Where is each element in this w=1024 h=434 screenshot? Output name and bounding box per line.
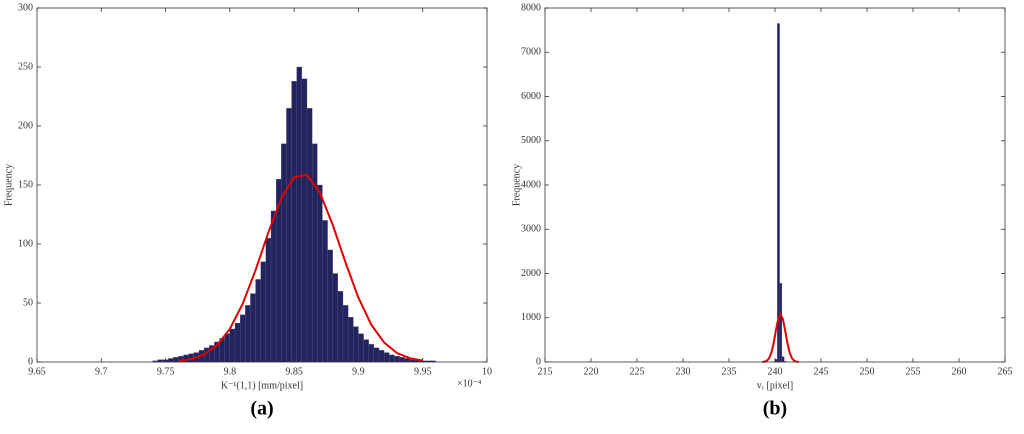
- panel-label: (b): [763, 398, 787, 420]
- x-tick-label: 235: [722, 366, 737, 377]
- bar: [363, 339, 369, 363]
- bar: [173, 357, 179, 363]
- x-tick-label: 245: [814, 366, 829, 377]
- bar: [342, 305, 349, 363]
- bar: [383, 352, 390, 363]
- bar: [327, 249, 333, 363]
- bar: [358, 333, 364, 363]
- y-tick-label: 200: [18, 120, 33, 131]
- y-tick-label: 300: [18, 2, 33, 13]
- bar: [301, 78, 308, 363]
- x-tick-label: 10: [482, 366, 492, 377]
- bar: [260, 261, 267, 363]
- bar: [281, 143, 287, 363]
- plot-area: [545, 8, 1005, 362]
- y-tick-label: 5000: [521, 135, 541, 146]
- bar: [255, 279, 261, 363]
- x-tick-label: 225: [630, 366, 645, 377]
- bar: [368, 344, 375, 363]
- x-tick-label: 230: [676, 366, 691, 377]
- bar: [224, 333, 231, 363]
- bar: [245, 305, 251, 363]
- bar: [779, 283, 783, 363]
- bar: [229, 328, 236, 363]
- bar: [394, 355, 400, 363]
- x-tick-label: 9.8: [224, 366, 237, 377]
- bar: [311, 143, 318, 363]
- y-axis-label: Frequency: [3, 164, 14, 206]
- fit-curve: [178, 173, 423, 362]
- bar: [353, 326, 359, 363]
- bar: [306, 108, 313, 363]
- y-tick-label: 1000: [521, 312, 541, 323]
- fit-curve: [762, 311, 800, 363]
- bar: [332, 273, 339, 363]
- bar: [265, 237, 272, 363]
- bar: [286, 108, 292, 363]
- bar: [337, 291, 344, 363]
- x-tick-label: 255: [906, 366, 921, 377]
- x-tick-label: 260: [952, 366, 967, 377]
- bar: [777, 23, 780, 363]
- bar: [167, 358, 174, 363]
- x-tick-label: 9.85: [285, 366, 303, 377]
- bar: [322, 220, 328, 363]
- bar: [239, 314, 246, 363]
- bar: [270, 210, 277, 363]
- y-tick-label: 3000: [521, 224, 541, 235]
- x-tick-label: 240: [768, 366, 783, 377]
- panel-label: (a): [250, 398, 273, 420]
- y-tick-label: 4000: [521, 179, 541, 190]
- y-tick-label: 7000: [521, 47, 541, 58]
- bar: [317, 184, 323, 363]
- x-axis-label: K⁻¹(1,1) [mm/pixel]: [221, 380, 303, 391]
- x-tick-label: 9.7: [95, 366, 108, 377]
- y-tick-label: 0: [28, 356, 33, 367]
- y-axis-label: Frequency: [511, 164, 522, 206]
- bar: [378, 350, 385, 363]
- x-tick-label: 9.75: [157, 366, 175, 377]
- y-tick-label: 8000: [521, 2, 541, 13]
- x-tick-label: 9.9: [352, 366, 365, 377]
- y-tick-label: 50: [23, 297, 33, 308]
- x-tick-label: 9.65: [28, 366, 46, 377]
- bar: [399, 357, 405, 363]
- y-tick-label: 250: [18, 61, 33, 72]
- x-tick-label: 265: [998, 366, 1013, 377]
- x-tick-label: 9.95: [414, 366, 432, 377]
- bar: [389, 354, 395, 363]
- x-tick-label: 215: [538, 366, 553, 377]
- x-multiplier: ×10⁻⁴: [457, 378, 482, 389]
- y-tick-label: 2000: [521, 268, 541, 279]
- bar: [781, 356, 785, 363]
- bar: [347, 317, 354, 363]
- bar: [296, 66, 303, 363]
- bar: [373, 347, 380, 363]
- y-tick-label: 150: [18, 179, 33, 190]
- bar: [291, 81, 297, 363]
- x-tick-label: 220: [584, 366, 599, 377]
- y-tick-label: 0: [536, 356, 541, 367]
- x-axis-label: vᵣ [pixel]: [757, 380, 793, 391]
- bar: [234, 322, 241, 363]
- x-tick-label: 250: [860, 366, 875, 377]
- y-tick-label: 100: [18, 238, 33, 249]
- bar: [250, 293, 256, 363]
- y-tick-label: 6000: [521, 91, 541, 102]
- bar: [404, 358, 411, 363]
